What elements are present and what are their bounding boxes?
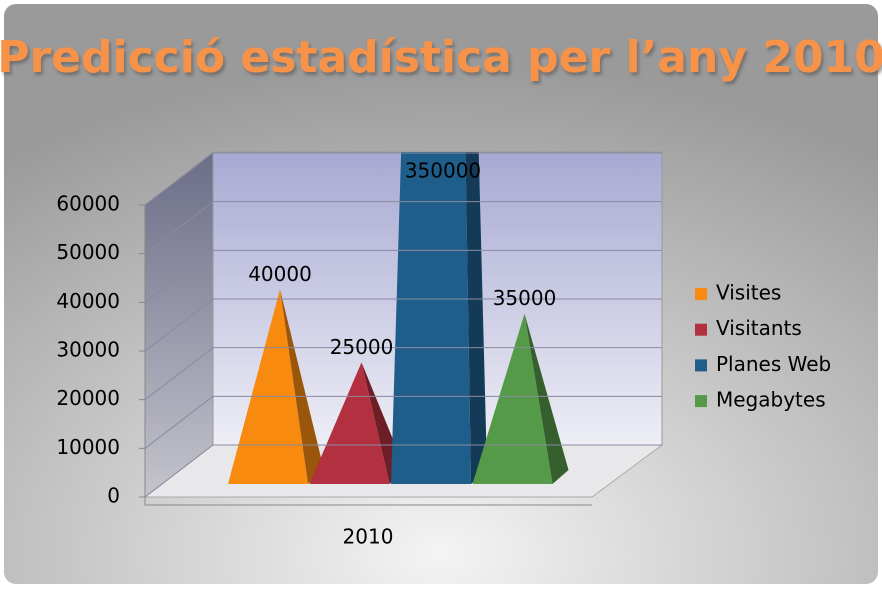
- legend-swatch: [695, 359, 707, 372]
- grid-line: [144, 152, 214, 206]
- pyramid: [472, 313, 553, 484]
- grid-line: [144, 249, 214, 303]
- plot: [228, 152, 569, 484]
- y-tick-label: 50000: [56, 240, 120, 264]
- y-tick-label: 10000: [56, 435, 120, 459]
- y-tick-label: 60000: [56, 192, 120, 216]
- y-tick-label: 30000: [56, 338, 120, 362]
- pyramid-side: [465, 152, 487, 484]
- grid-line: [144, 395, 214, 449]
- legend-label: Visitants: [716, 316, 802, 340]
- legend-swatch: [695, 323, 707, 336]
- y-tick-label: 20000: [56, 386, 120, 410]
- legend-label: Megabytes: [716, 388, 826, 412]
- chart-title: Predicció estadística per l’any 2010: [0, 32, 882, 83]
- pyramid: [309, 362, 390, 484]
- pyramid: [391, 152, 471, 484]
- value-label: 350000: [405, 159, 481, 183]
- y-tick-label: 40000: [56, 289, 120, 313]
- value-label: 25000: [330, 335, 394, 359]
- pyramid-side: [280, 289, 324, 484]
- grid-line: [144, 298, 214, 352]
- pyramid: [228, 289, 308, 484]
- legend-swatch: [695, 395, 707, 408]
- y-tick-label: 0: [107, 484, 120, 508]
- legend-label: Planes Web: [716, 352, 831, 376]
- value-label: 35000: [493, 286, 557, 310]
- grid-line: [144, 444, 214, 498]
- legend-label: Visites: [716, 281, 781, 305]
- pyramid-side: [524, 313, 569, 484]
- value-label: 40000: [248, 262, 312, 286]
- grid-line: [144, 201, 214, 255]
- grid-line: [144, 347, 214, 401]
- x-tick-label: 2010: [343, 525, 394, 549]
- legend-swatch: [695, 288, 707, 300]
